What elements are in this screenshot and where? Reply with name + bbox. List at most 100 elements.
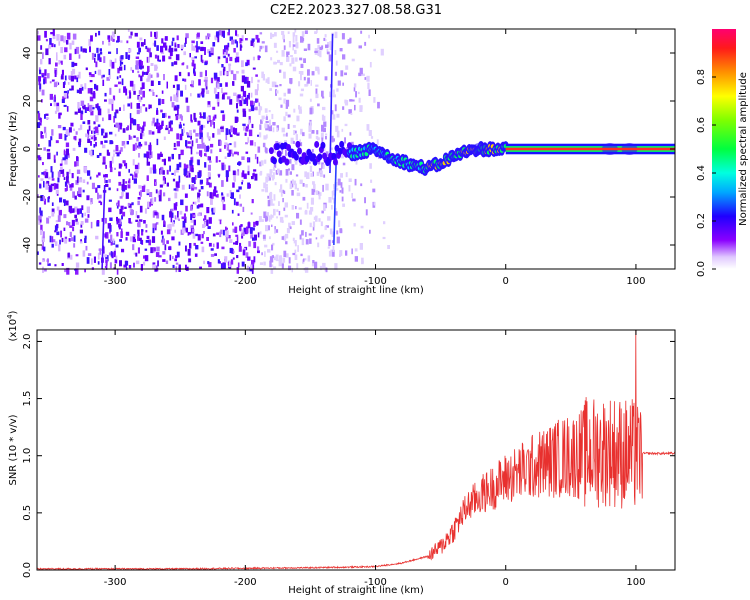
spectrogram-noise-cell <box>244 97 248 102</box>
spectrogram-noise-cell <box>162 238 165 246</box>
spectrogram-noise-cell <box>364 41 367 46</box>
spectrogram-noise-cell <box>267 77 270 84</box>
spectrogram-noise-cell <box>300 36 304 43</box>
spectrogram-noise-cell <box>137 215 140 219</box>
spectrogram-noise-cell <box>234 116 238 123</box>
spectrogram-noise-cell <box>253 241 257 249</box>
spectrogram-noise-cell <box>269 260 272 268</box>
spectrogram-noise-cell <box>260 119 263 124</box>
spectrogram-noise-cell <box>191 165 194 170</box>
spectrogram-noise-cell <box>283 190 286 194</box>
spectrogram-noise-cell <box>183 123 185 126</box>
spectrogram-noise-cell <box>61 159 63 165</box>
spectrogram-noise-cell <box>313 216 318 220</box>
spectrogram-noise-cell <box>334 104 337 112</box>
spectrogram-noise-cell <box>275 170 279 175</box>
spectrogram-noise-cell <box>68 75 71 80</box>
spectrogram-noise-cell <box>164 112 167 118</box>
spectrogram-noise-cell <box>155 189 158 194</box>
spectrogram-noise-cell <box>92 92 96 99</box>
spectrogram-noise-cell <box>109 217 113 221</box>
spectrogram-noise-cell <box>210 149 213 154</box>
spectrogram-noise-cell <box>351 248 353 255</box>
spectrogram-noise-cell <box>139 37 143 41</box>
spectrogram-noise-cell <box>62 173 65 177</box>
spectrogram-noise-cell <box>307 255 311 262</box>
spectrogram-noise-cell <box>309 161 311 164</box>
spectrogram-noise-cell <box>166 169 169 175</box>
spectrogram-noise-cell <box>241 232 245 236</box>
spectrogram-noise-cell <box>197 197 200 203</box>
spectrogram-noise-cell <box>171 212 174 218</box>
spectrogram-noise-cell <box>37 30 39 35</box>
carrier-blob <box>296 147 302 155</box>
spectrogram-noise-cell <box>140 190 142 197</box>
spectrogram-noise-cell <box>286 54 289 57</box>
spectrogram-noise-cell <box>190 219 194 223</box>
spectrogram-noise-cell <box>176 35 179 41</box>
spectrogram-noise-cell <box>273 150 276 154</box>
spectrogram-noise-cell <box>190 114 193 122</box>
spectrogram-noise-cell <box>123 144 126 149</box>
spectrogram-noise-cell <box>95 187 98 193</box>
spectrogram-noise-cell <box>52 34 56 40</box>
spectrogram-noise-cell <box>90 221 93 229</box>
spectrogram-noise-cell <box>88 72 92 75</box>
spectrogram-noise-cell <box>129 173 133 176</box>
spectrogram-noise-cell <box>69 88 72 91</box>
spectrogram-noise-cell <box>117 124 120 132</box>
spectrogram-noise-cell <box>208 51 212 57</box>
spectrogram-noise-cell <box>243 76 247 82</box>
spectrogram-noise-cell <box>57 177 60 183</box>
spectrogram-noise-cell <box>140 97 143 100</box>
spectrogram-noise-cell <box>212 42 216 47</box>
spectrogram-noise-cell <box>116 76 119 80</box>
spectrogram-noise-cell <box>264 244 268 248</box>
spectrogram-noise-cell <box>229 190 232 197</box>
spectrogram-noise-cell <box>242 108 246 113</box>
spectrogram-noise-cell <box>175 113 179 117</box>
spectrogram-noise-cell <box>239 203 242 207</box>
spectrogram-noise-cell <box>278 97 282 101</box>
spectrogram-noise-cell <box>163 220 166 225</box>
spectrogram-noise-cell <box>52 29 55 36</box>
y-tick-label: 1.0 <box>22 448 33 464</box>
spectrogram-noise-cell <box>71 183 74 188</box>
spectrogram-noise-cell <box>275 89 277 96</box>
spectrogram-noise-cell <box>117 200 120 207</box>
spectrogram-noise-cell <box>118 81 122 85</box>
spectrogram-noise-cell <box>349 132 352 136</box>
spectrogram-noise-cell <box>202 112 206 119</box>
spectrogram-noise-cell <box>104 177 106 184</box>
spectrogram-noise-cell <box>192 45 196 51</box>
spectrogram-noise-cell <box>175 96 179 103</box>
spectrogram-noise-cell <box>222 199 224 204</box>
spectrogram-noise-cell <box>217 259 220 264</box>
spectrogram-noise-cell <box>251 268 254 274</box>
spectrogram-noise-cell <box>187 135 190 138</box>
spectrogram-noise-cell <box>114 84 118 87</box>
spectrogram-noise-cell <box>300 71 304 75</box>
spectrogram-noise-cell <box>311 71 315 76</box>
spectrogram-noise-cell <box>252 173 255 177</box>
spectrogram-noise-cell <box>241 69 245 74</box>
spectrogram-noise-cell <box>171 62 174 67</box>
spectrogram-noise-cell <box>264 251 266 257</box>
spectrogram-noise-cell <box>55 189 59 194</box>
spectrogram-noise-cell <box>117 67 120 74</box>
spectrogram-noise-cell <box>329 228 333 235</box>
spectrogram-noise-cell <box>185 205 188 212</box>
spectrogram-noise-cell <box>133 135 136 138</box>
spectrogram-noise-cell <box>119 239 122 242</box>
spectrogram-noise-cell <box>69 187 73 191</box>
spectrogram-noise-cell <box>118 218 122 225</box>
spectrogram-noise-cell <box>153 247 156 252</box>
spectrogram-noise-cell <box>225 230 229 237</box>
spectrogram-noise-cell <box>91 92 94 97</box>
spectrogram-noise-cell <box>128 90 131 94</box>
spectrogram-noise-cell <box>285 169 289 176</box>
spectrogram-noise-cell <box>248 129 253 137</box>
spectrogram-noise-cell <box>221 87 223 94</box>
spectrogram-noise-cell <box>222 204 226 211</box>
